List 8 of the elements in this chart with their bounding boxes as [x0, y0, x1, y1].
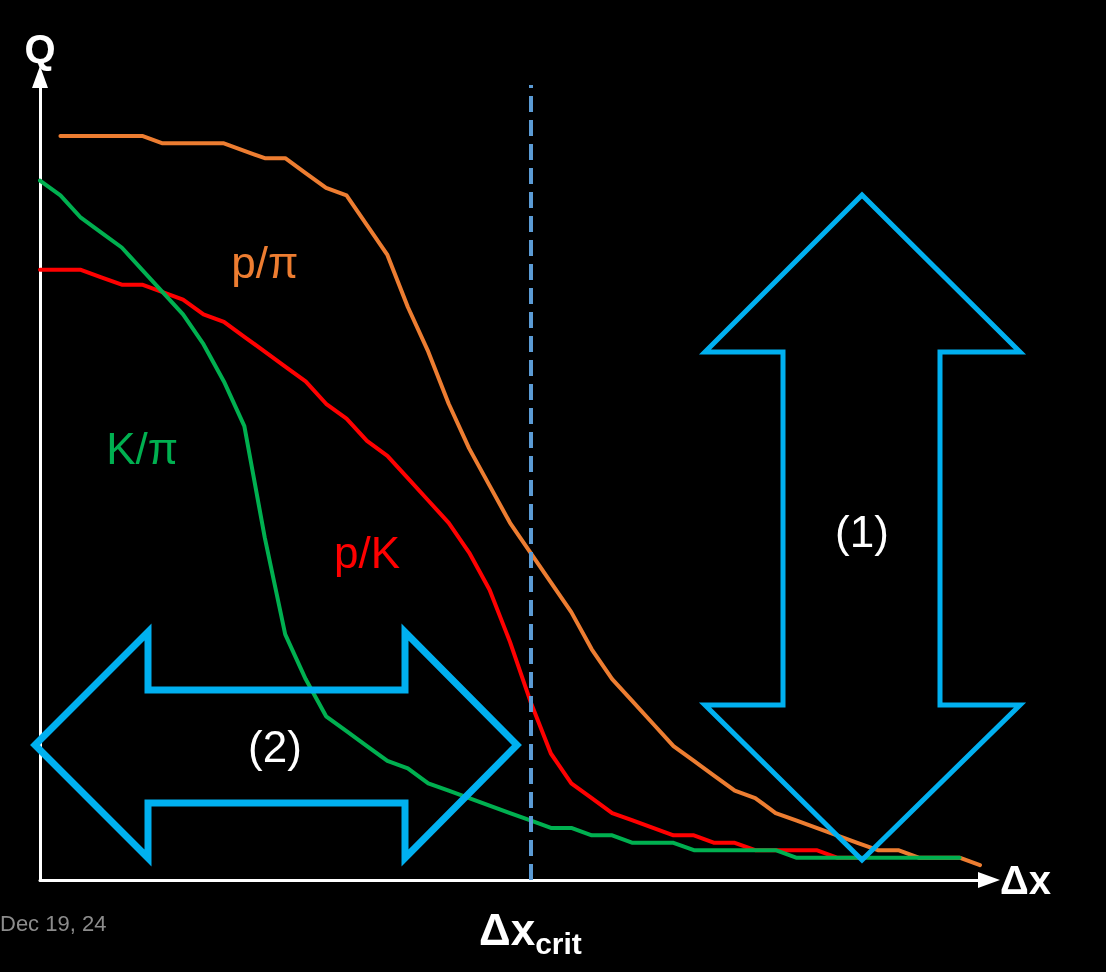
- y-axis-title: Q: [24, 27, 56, 71]
- annotation: (2): [248, 721, 302, 771]
- series-label: p/π: [231, 237, 299, 287]
- annotation: (1): [835, 506, 889, 556]
- series-label: K/π: [106, 423, 179, 473]
- text: Dec 19, 24: [0, 910, 107, 936]
- series-label: p/K: [333, 528, 400, 578]
- x-axis-title: Δx: [1000, 858, 1051, 902]
